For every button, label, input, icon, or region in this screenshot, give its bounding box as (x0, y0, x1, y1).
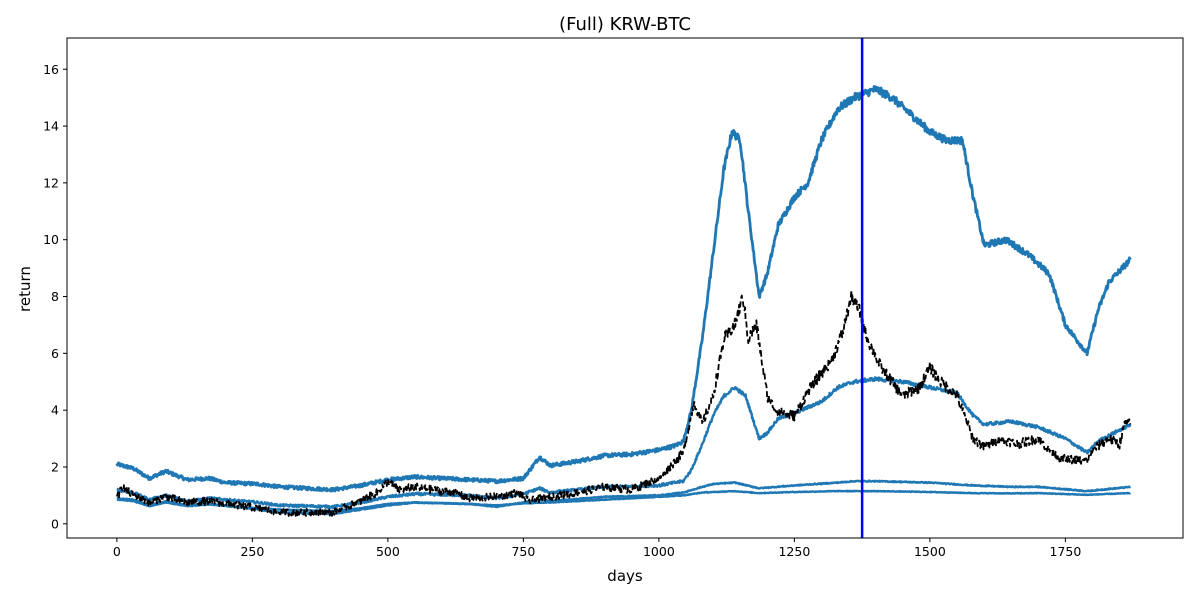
y-tick-label: 8 (51, 289, 59, 304)
y-tick-label: 4 (51, 403, 59, 418)
x-tick-label: 1750 (1049, 544, 1081, 559)
chart-title: (Full) KRW-BTC (559, 14, 691, 35)
x-axis-label: days (607, 567, 643, 585)
y-tick-label: 6 (51, 346, 59, 361)
x-tick-label: 1000 (643, 544, 675, 559)
x-tick-label: 500 (376, 544, 400, 559)
y-tick-label: 10 (43, 232, 59, 247)
series-line-1 (115, 85, 1132, 493)
x-tick-label: 750 (511, 544, 535, 559)
y-tick-label: 2 (51, 459, 59, 474)
benchmark-line (116, 289, 1132, 517)
y-tick-label: 12 (43, 175, 59, 190)
x-tick-label: 0 (113, 544, 121, 559)
y-axis-label: return (16, 266, 34, 312)
y-tick-label: 0 (51, 516, 59, 531)
x-tick-label: 250 (240, 544, 264, 559)
x-tick-label: 1500 (914, 544, 946, 559)
plot-frame (66, 37, 1184, 539)
y-tick-label: 14 (43, 119, 59, 134)
x-tick-label: 1250 (778, 544, 810, 559)
plot-area (115, 38, 1132, 538)
y-tick-label: 16 (43, 62, 59, 77)
